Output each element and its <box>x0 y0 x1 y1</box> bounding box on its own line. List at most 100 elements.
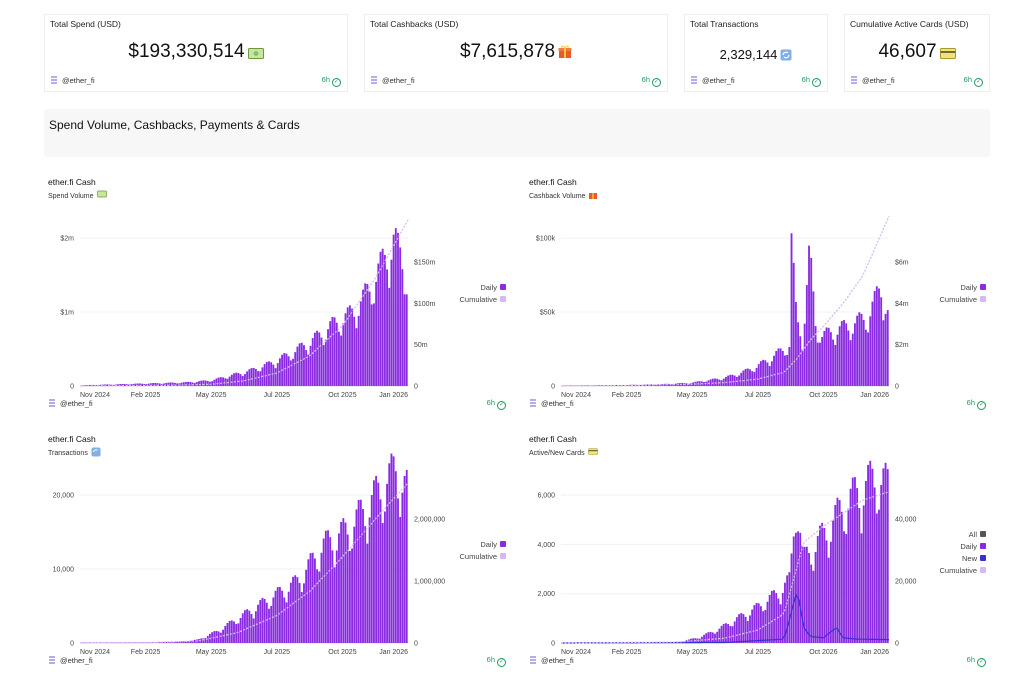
chart-subtitle-text: Transactions <box>48 450 88 457</box>
legend-label: New <box>961 554 977 563</box>
daily-bar <box>252 618 255 643</box>
daily-bar <box>136 383 139 386</box>
daily-bar <box>322 345 325 386</box>
daily-bar <box>884 313 887 386</box>
daily-bar <box>333 317 336 386</box>
daily-bar <box>388 287 391 386</box>
legend-item-cumulative[interactable]: Cumulative <box>939 294 986 306</box>
daily-bar <box>335 322 338 386</box>
daily-bar <box>263 598 266 643</box>
daily-bar <box>206 381 209 386</box>
daily-bar <box>757 603 760 643</box>
daily-bar <box>729 626 732 643</box>
gift-icon <box>589 193 598 199</box>
daily-bar <box>237 623 240 643</box>
daily-bar <box>746 621 749 643</box>
daily-bar <box>276 587 279 643</box>
handle-link[interactable]: @ether_fi <box>529 656 574 665</box>
check-icon: ✓ <box>332 78 341 87</box>
legend-item-all[interactable]: All <box>939 529 986 541</box>
daily-bar <box>189 382 192 386</box>
card-icon <box>939 43 956 65</box>
daily-bar <box>401 492 404 643</box>
daily-bar <box>399 247 402 386</box>
handle-link[interactable]: @ether_fi <box>370 76 415 85</box>
daily-bar <box>875 513 878 643</box>
daily-bar <box>309 553 312 643</box>
daily-bar <box>283 597 286 643</box>
daily-bar <box>147 383 150 386</box>
legend-item-cumulative[interactable]: Cumulative <box>459 551 506 563</box>
handle-link[interactable]: @ether_fi <box>48 399 93 408</box>
daily-bar <box>819 342 821 386</box>
daily-bar <box>729 374 732 386</box>
legend-item-cumulative[interactable]: Cumulative <box>459 294 506 306</box>
daily-bar <box>313 558 316 643</box>
daily-bar <box>851 477 854 643</box>
daily-bar <box>808 245 810 386</box>
daily-bar <box>268 361 270 386</box>
handle-link[interactable]: @ether_fi <box>690 76 735 85</box>
legend-item-new[interactable]: New <box>939 553 986 565</box>
daily-bar <box>794 301 797 386</box>
legend-item-daily[interactable]: Daily <box>939 541 986 553</box>
daily-bar <box>392 456 395 643</box>
daily-bar <box>342 518 345 643</box>
daily-bar <box>819 525 821 643</box>
daily-bar <box>867 332 869 386</box>
y-right-tick: $2m <box>895 342 909 349</box>
daily-bar <box>300 592 303 643</box>
daily-bar <box>329 537 332 643</box>
daily-bar <box>685 640 688 643</box>
daily-bar <box>158 642 161 643</box>
daily-bar <box>379 251 382 386</box>
daily-bar <box>235 372 238 386</box>
cumulative-series-line <box>561 216 890 387</box>
daily-bar <box>786 354 789 386</box>
daily-bar <box>858 508 861 643</box>
daily-bar <box>353 316 356 386</box>
daily-bar <box>731 374 734 386</box>
y-left-tick: $2m <box>60 236 74 243</box>
refresh-age-badge: 6h ✓ <box>801 75 821 87</box>
daily-bar <box>864 329 867 386</box>
daily-bar <box>370 304 373 386</box>
daily-bar <box>845 323 848 386</box>
daily-bar <box>766 601 769 643</box>
daily-bar <box>812 570 815 643</box>
daily-bar <box>250 368 253 386</box>
etherfi-logo-icon <box>49 656 55 664</box>
daily-bar <box>99 384 102 386</box>
legend-item-cumulative[interactable]: Cumulative <box>939 565 986 577</box>
daily-bar <box>749 615 751 643</box>
legend-item-daily[interactable]: Daily <box>459 282 506 294</box>
daily-bar <box>335 550 338 643</box>
daily-bar <box>615 384 618 386</box>
daily-bar <box>373 480 375 643</box>
chart-svg: 0 $50k $100k 0 $2m $4m $6m Nov 2024 Feb 2025 May … <box>536 216 909 399</box>
daily-bar <box>379 499 382 643</box>
daily-bar <box>773 355 775 386</box>
legend-item-daily[interactable]: Daily <box>459 539 506 551</box>
legend-label: Cumulative <box>939 566 977 575</box>
legend-item-daily[interactable]: Daily <box>939 282 986 294</box>
daily-bar <box>377 263 380 386</box>
handle-link[interactable]: @ether_fi <box>850 76 895 85</box>
handle-link[interactable]: @ether_fi <box>48 656 93 665</box>
daily-bar <box>768 594 771 643</box>
daily-bar <box>228 376 231 386</box>
etherfi-logo-icon <box>49 399 55 407</box>
cumulative-series-line <box>80 482 409 644</box>
daily-bar <box>149 383 152 386</box>
daily-bar <box>733 621 736 643</box>
stat-value: $193,330,514 <box>45 41 347 65</box>
chart-subtitle: Active/New Cards <box>529 447 598 457</box>
handle-link[interactable]: @ether_fi <box>50 76 95 85</box>
stat-card-total-transactions: Total Transactions 2,329,144 @ether_fi 6… <box>684 14 828 92</box>
daily-bar <box>298 582 301 643</box>
handle-link[interactable]: @ether_fi <box>529 399 574 408</box>
daily-bar <box>187 641 190 643</box>
y-left-tick: 2,000 <box>537 591 555 598</box>
refresh-age-badge: 6h ✓ <box>967 655 986 667</box>
chart-subtitle: Spend Volume <box>48 190 107 200</box>
